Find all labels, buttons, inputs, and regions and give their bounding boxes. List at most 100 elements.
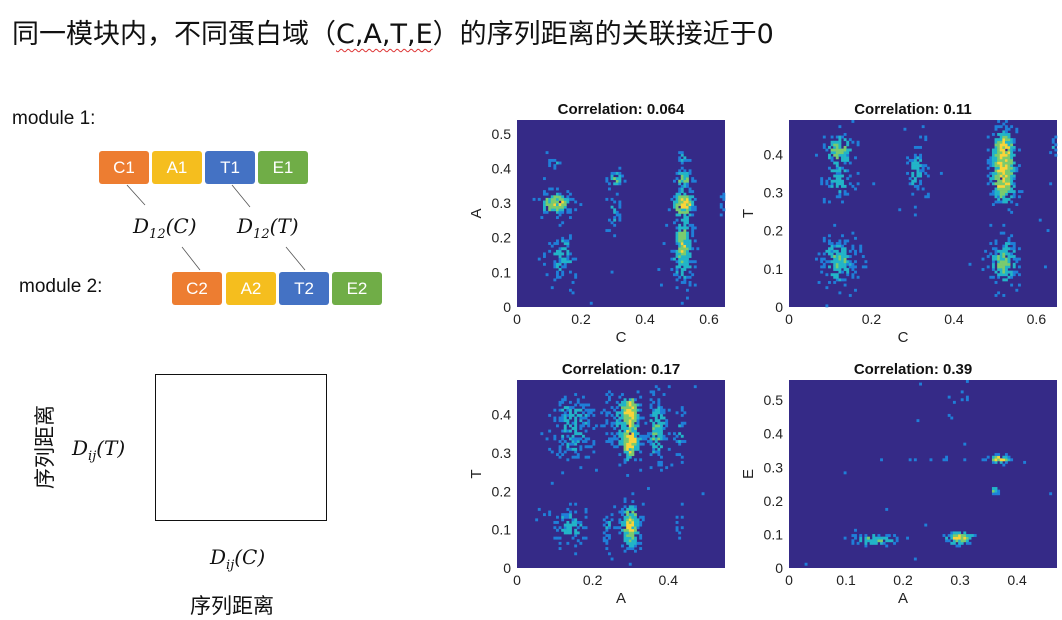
heatmap-cell <box>548 164 552 168</box>
heatmap-cell <box>634 429 637 433</box>
x-tick-label: 0.2 <box>893 572 913 588</box>
heatmap-cell <box>683 234 687 238</box>
heatmap-cell <box>999 190 1003 194</box>
heatmap-cell <box>1007 182 1011 186</box>
y-tick-label: 0.1 <box>492 264 512 280</box>
heatmap-cell <box>558 192 562 196</box>
heatmap-cell <box>838 135 842 139</box>
heatmap-cell <box>846 153 850 157</box>
heatmap-cell <box>639 434 643 438</box>
heatmap-cell <box>680 273 684 277</box>
heatmap-cell <box>686 231 689 235</box>
heatmap-cell <box>919 382 922 386</box>
heatmap-cell <box>553 278 557 282</box>
heatmap-cell <box>828 265 831 269</box>
x-tick-label: 0.6 <box>1027 311 1047 327</box>
heatmap-cell <box>660 421 663 425</box>
heatmap-cell <box>1012 255 1016 258</box>
heatmap-cell <box>997 174 1001 178</box>
heatmap-cell <box>830 135 834 139</box>
heatmap-cell <box>999 153 1003 157</box>
heatmap-cell <box>673 257 676 261</box>
connector-c1 <box>126 184 146 206</box>
heatmap-cell <box>963 458 967 462</box>
heatmap-cell <box>841 262 844 266</box>
heatmap-cell <box>587 411 591 415</box>
heatmap-cell <box>652 408 656 412</box>
heatmap-cell <box>605 411 609 415</box>
heatmap-cell <box>843 151 847 155</box>
heatmap-cell <box>994 192 998 196</box>
heatmap-cell <box>639 536 643 540</box>
heatmap-cell <box>675 177 679 181</box>
heatmap-cell <box>825 249 829 253</box>
heatmap-cell <box>621 413 624 417</box>
heatmap-cell <box>569 447 572 451</box>
heatmap-cell <box>916 156 920 160</box>
heatmap-cell <box>631 437 635 441</box>
heatmap-cell <box>916 166 920 170</box>
heatmap-cell <box>833 257 837 261</box>
heatmap-cell <box>680 301 684 305</box>
heatmap-cell <box>952 539 956 543</box>
heatmap-cell <box>654 411 658 415</box>
heatmap-cell <box>618 395 622 399</box>
heatmap-cell <box>1017 195 1021 199</box>
heatmap-cell <box>680 440 684 443</box>
heatmap-cell <box>1002 184 1006 188</box>
heatmap-cell <box>626 442 630 446</box>
heatmap-cell <box>691 179 695 183</box>
heatmap-cell <box>566 515 570 519</box>
heatmap-cell <box>563 395 567 399</box>
heatmap-cell <box>1004 166 1008 170</box>
heatmap-cell <box>1007 148 1011 152</box>
heatmap-cell <box>994 153 998 157</box>
heatmap-cell <box>613 208 617 212</box>
heatmap-cell <box>921 125 925 129</box>
heatmap-cell <box>1004 242 1008 245</box>
heatmap-cell <box>1012 273 1016 277</box>
heatmap-cell <box>675 239 679 243</box>
heatmap-cell <box>675 515 679 519</box>
heatmap-cell <box>657 437 661 441</box>
heatmap-cell <box>683 203 687 207</box>
heatmap-cell <box>615 171 619 175</box>
heatmap-cell <box>989 161 993 165</box>
heatmap-cell <box>1002 265 1006 269</box>
heatmap-cell <box>997 265 1001 269</box>
heatmap-cell <box>693 265 697 269</box>
heatmap-cell <box>841 265 844 269</box>
y-tick-label: 0.2 <box>492 230 512 246</box>
heatmap-cell <box>680 153 684 157</box>
heatmap-cell <box>631 531 635 535</box>
heatmap-cell <box>838 262 842 266</box>
heatmap-cell <box>623 458 627 462</box>
heatmap-cell <box>835 182 839 186</box>
heatmap-cell <box>558 526 562 530</box>
heatmap-cell <box>652 427 656 430</box>
heatmap-cell <box>913 557 917 561</box>
heatmap-cell <box>1004 145 1008 149</box>
heatmap-cell <box>864 541 868 545</box>
heatmap-cell <box>582 406 585 410</box>
heatmap-cell <box>846 239 850 243</box>
heatmap-cell <box>553 536 557 540</box>
heatmap-cell <box>683 182 687 186</box>
heatmap-cell <box>838 166 842 170</box>
heatmap-cell <box>848 249 852 253</box>
heatmap-cell <box>835 249 839 253</box>
connector-t1 <box>231 184 251 208</box>
heatmap-cell <box>579 403 583 407</box>
heatmap-cell <box>997 291 1001 295</box>
heatmap-cell <box>841 156 844 160</box>
x-axis-label: C <box>616 329 627 346</box>
heatmap-cell <box>680 424 684 428</box>
heatmap-cell <box>906 171 909 175</box>
heatmap-cell <box>680 190 684 194</box>
heatmap-cell <box>1002 130 1006 134</box>
y-axis-label: T <box>468 469 485 478</box>
heatmap-cell <box>574 416 578 420</box>
heatmap-cell <box>688 190 692 194</box>
heatmap-cell <box>859 247 863 251</box>
